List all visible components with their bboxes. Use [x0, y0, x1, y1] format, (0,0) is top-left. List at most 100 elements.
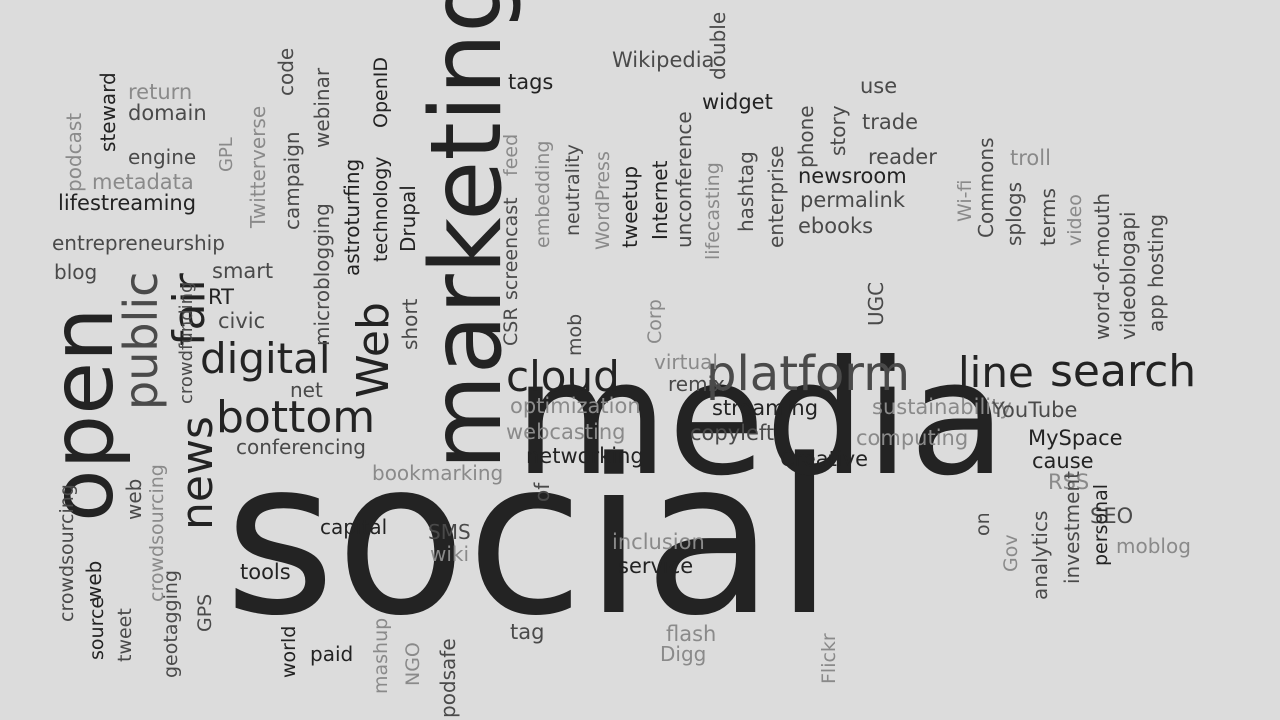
- word-blog: blog: [54, 260, 98, 284]
- word-trade: trade: [862, 110, 918, 134]
- word-twitterverse: Twitterverse: [246, 105, 270, 228]
- word-neutrality: neutrality: [562, 144, 584, 236]
- word-api: api: [1116, 211, 1140, 242]
- word-flickr: mashup: [370, 617, 392, 694]
- word-splogs: splogs: [1002, 181, 1026, 246]
- word-entrepreneurship: entrepreneurship: [52, 231, 225, 255]
- word-rss: moblog: [1116, 534, 1191, 558]
- word-sms: capital: [320, 515, 388, 539]
- word-gov: virtual: [654, 350, 718, 374]
- word-wifi: Wi-fi: [954, 179, 976, 222]
- word-webcasting: streaming: [712, 396, 819, 420]
- word-wikipedia: tags: [508, 70, 554, 94]
- word-investment: Gov: [1000, 534, 1022, 572]
- word-short: short: [398, 298, 422, 350]
- word-line: line: [958, 348, 1034, 397]
- word-rt: crowdfunding: [176, 281, 197, 404]
- word-net: bookmarking: [372, 461, 504, 485]
- word-unconference: unconference: [672, 111, 696, 248]
- word-word-of-mouth: word-of-mouth: [1090, 192, 1114, 340]
- word-civic: net: [290, 378, 323, 402]
- word-gps: source: [86, 596, 108, 660]
- word-podcast: podcast: [62, 112, 86, 192]
- word-public: public: [114, 271, 168, 410]
- word-social: social: [224, 414, 835, 663]
- word-permalink: permalink: [800, 188, 905, 212]
- word-networking: copyleft: [690, 421, 775, 445]
- word-analytics: on: [972, 512, 994, 536]
- word-computing: MySpace: [1028, 426, 1123, 450]
- word-smart: civic: [218, 309, 266, 333]
- word-csr: CSR: [500, 307, 522, 346]
- word-nptech: RT: [208, 285, 234, 309]
- word-of: of: [530, 482, 554, 502]
- word-personal: analytics: [1028, 510, 1052, 600]
- word-ngo: world: [278, 625, 300, 678]
- word-geotagging: tweet: [114, 608, 136, 662]
- word-terms: terms: [1036, 188, 1060, 246]
- word-ebooks: ebooks: [798, 214, 874, 238]
- word-astroturfing: astroturfing: [340, 158, 364, 276]
- word-newsroom: newsroom: [798, 164, 907, 188]
- word-inclusion: tag: [510, 620, 545, 644]
- word-lifestreaming: lifestreaming: [58, 191, 197, 215]
- word-remix: Corp: [644, 299, 666, 344]
- word-use: use: [860, 74, 898, 98]
- word-source: crowdsourcing: [56, 484, 78, 622]
- word-wordpress: WordPress: [592, 151, 614, 250]
- word-domain: domain: [128, 101, 207, 125]
- word-creative: computing: [856, 426, 969, 450]
- word-seo: personal: [1090, 483, 1112, 566]
- word-service: flash: [666, 622, 717, 646]
- word-digital: digital: [200, 334, 331, 383]
- word-phone: phone: [794, 105, 818, 168]
- word-bottom: bottom: [216, 392, 376, 443]
- word-webinar: webinar: [310, 67, 334, 148]
- word-app-hosting: app hosting: [1144, 213, 1168, 332]
- word-technology: technology: [370, 156, 392, 262]
- word-engine: engine: [128, 145, 197, 169]
- word-drupal: Drupal: [396, 185, 420, 252]
- word-platform: platform: [706, 346, 910, 402]
- word-lifecasting: lifecasting: [702, 162, 724, 260]
- word-videoblog: videoblog: [1116, 242, 1140, 340]
- word-moblog: investment: [1060, 471, 1084, 584]
- word-streaming: Creative: [780, 447, 869, 471]
- word-reader: reader: [868, 145, 937, 169]
- word-news: news: [172, 416, 223, 530]
- word-web: web: [122, 478, 146, 520]
- word-tools: service: [618, 554, 694, 578]
- word-web-cap: Web: [348, 302, 399, 398]
- word-optimization: networking: [526, 444, 644, 468]
- word-crowdfunding: conferencing: [236, 435, 366, 459]
- word-tag: Digg: [660, 642, 707, 666]
- word-code: code: [274, 47, 298, 96]
- word-cloud: cloud: [506, 352, 620, 401]
- word-return: return: [128, 80, 193, 104]
- word-tags: double: [706, 11, 730, 80]
- word-triple: Wikipedia: [612, 48, 715, 72]
- word-gpl: GPL: [216, 137, 237, 172]
- word-paid: NGO: [402, 642, 424, 686]
- word-double: widget: [702, 90, 773, 114]
- word-tweetup: tweetup: [618, 165, 642, 248]
- word-steward: steward: [96, 72, 120, 152]
- word-copyleft: sustainability: [872, 395, 1012, 419]
- word-on: remix: [668, 372, 725, 396]
- word-bookmarking: webcasting: [506, 420, 626, 444]
- word-metadata: metadata: [92, 170, 194, 194]
- word-flash: Flickr: [818, 633, 840, 684]
- word-screencast: screencast: [500, 197, 522, 300]
- word-wiki: tools: [240, 560, 291, 584]
- word-digg: paid: [310, 642, 354, 666]
- word-widget: smart: [212, 259, 274, 283]
- word-sustainability: YouTube: [992, 398, 1078, 422]
- word-virtual: mob: [564, 313, 586, 356]
- word-troll: troll: [1010, 146, 1051, 170]
- word-capital: inclusion: [612, 530, 705, 554]
- word-commons: Commons: [974, 137, 998, 239]
- word-crowdsourcing: crowdsourcing: [146, 464, 168, 602]
- word-youtube: cause: [1032, 449, 1094, 473]
- word-media: media: [514, 327, 1007, 511]
